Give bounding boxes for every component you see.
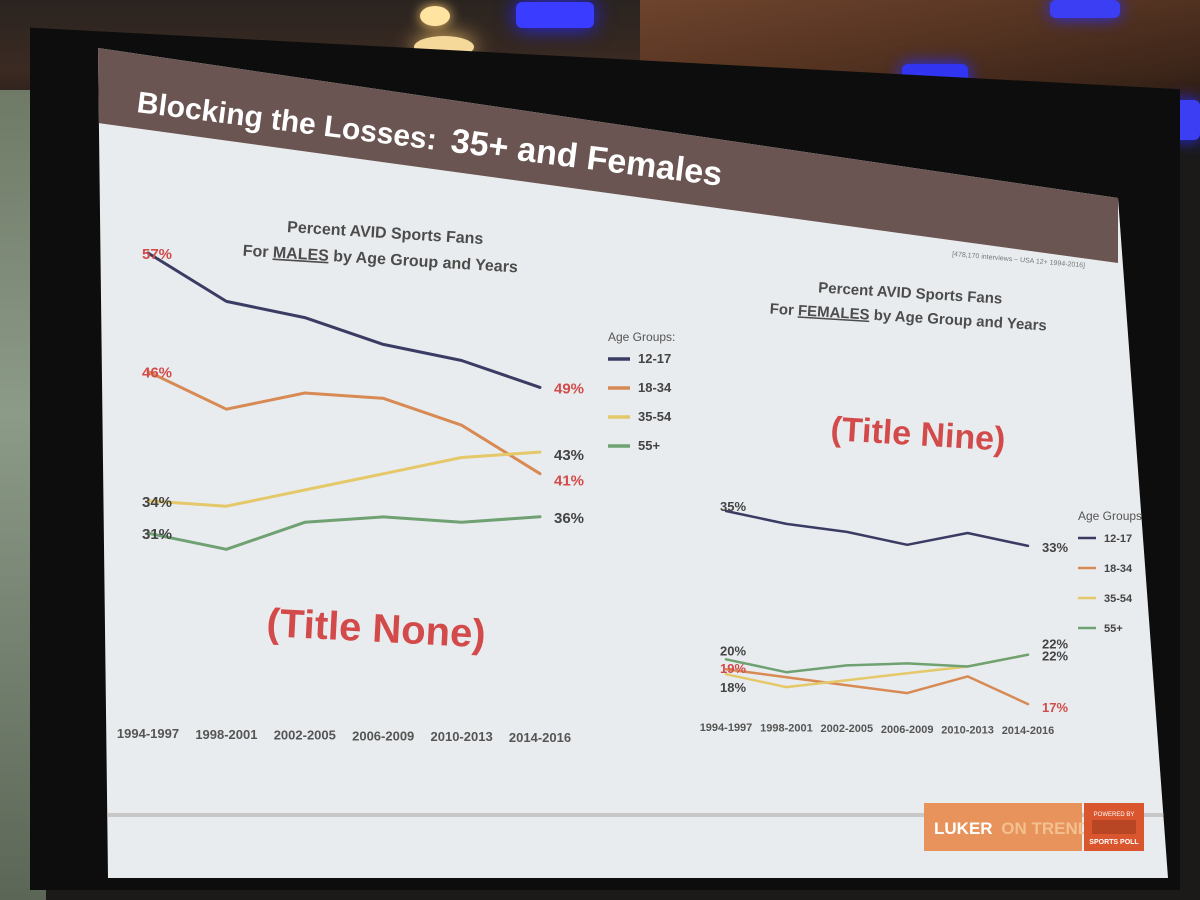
footer-brand-ontrends: ON TRENDS (1001, 819, 1101, 838)
sports-poll-badge-bottom: SPORTS POLL (1089, 839, 1139, 846)
females-start-label-18-34: 19% (720, 661, 746, 676)
males-x-tick-label: 2014-2016 (509, 730, 571, 745)
males-title-prefix: For (242, 243, 273, 262)
stage-light-warm (420, 6, 450, 26)
males-start-label-35-54: 34% (142, 494, 172, 511)
stage-light-blue (516, 2, 594, 28)
females-title-prefix: For (769, 301, 798, 320)
females-legend-label-55+: 55+ (1104, 623, 1123, 635)
males-end-label-12-17: 49% (554, 380, 584, 397)
footer-brand-luker: LUKER (934, 819, 993, 838)
females-end-label-18-34: 17% (1042, 700, 1068, 715)
males-legend-label-35-54: 35-54 (638, 409, 672, 424)
footer-rule (98, 813, 1168, 817)
sports-poll-logo-mark (1092, 820, 1136, 834)
females-x-tick-label: 2010-2013 (941, 724, 994, 736)
females-legend-label-35-54: 35-54 (1104, 593, 1133, 605)
males-series-line-55+ (146, 515, 542, 551)
females-x-tick-label: 1998-2001 (760, 723, 813, 735)
stage-light-blue (1050, 0, 1120, 18)
footer-brand-box (924, 803, 1082, 851)
females-end-label-55+: 22% (1042, 649, 1068, 664)
females-title-emph: FEMALES (798, 302, 871, 323)
females-series-line-18-34 (724, 667, 1030, 706)
males-end-label-18-34: 41% (554, 473, 584, 490)
males-legend-label-55+: 55+ (638, 438, 660, 453)
females-legend-label-12-17: 12-17 (1104, 533, 1132, 545)
females-end-label-35-54: 22% (1042, 637, 1068, 652)
males-x-tick-label: 2006-2009 (352, 728, 414, 743)
males-legend-label-12-17: 12-17 (638, 351, 671, 366)
sports-poll-badge-top: POWERED BY (1094, 812, 1135, 818)
males-end-label-55+: 36% (554, 510, 584, 527)
males-end-label-35-54: 43% (554, 447, 584, 464)
females-start-label-12-17: 35% (720, 499, 746, 514)
females-chart: Percent AVID Sports Fans For FEMALES by … (700, 279, 1146, 737)
males-title-emph: MALES (272, 244, 329, 264)
females-legend-label-18-34: 18-34 (1104, 563, 1133, 575)
males-x-tick-label: 1998-2001 (195, 727, 257, 742)
males-legend-title: Age Groups: (608, 330, 675, 344)
females-legend-title: Age Groups: (1078, 509, 1145, 523)
females-x-tick-label: 2014-2016 (1002, 725, 1055, 737)
males-legend-label-18-34: 18-34 (638, 380, 672, 395)
females-start-label-55+: 20% (720, 643, 746, 658)
females-x-tick-label: 2006-2009 (881, 724, 934, 736)
footer-brand: LUKER ON TRENDS (934, 819, 1101, 838)
males-series-line-18-34 (146, 370, 542, 476)
males-x-tick-label: 2002-2005 (274, 728, 336, 743)
females-x-tick-label: 2002-2005 (820, 723, 873, 735)
females-start-label-35-54: 18% (720, 680, 746, 695)
females-series-line-55+ (724, 653, 1030, 674)
males-start-label-18-34: 46% (142, 365, 172, 382)
males-start-label-55+: 31% (142, 526, 172, 543)
females-end-label-12-17: 33% (1042, 540, 1068, 555)
males-series-line-35-54 (146, 450, 542, 508)
males-chart: Percent AVID Sports Fans For MALES by Ag… (117, 219, 675, 745)
title-bar (98, 48, 1118, 263)
projected-slide: Blocking the Losses: 35+ and Females [47… (98, 48, 1168, 878)
slide-canvas: Blocking the Losses: 35+ and Females [47… (98, 48, 1168, 878)
females-x-tick-label: 1994-1997 (700, 722, 753, 734)
males-series-line-12-17 (146, 251, 542, 389)
males-x-tick-label: 1994-1997 (117, 726, 179, 741)
females-series-line-12-17 (724, 509, 1030, 548)
males-x-tick-label: 2010-2013 (431, 729, 493, 744)
males-start-label-12-17: 57% (142, 246, 172, 263)
